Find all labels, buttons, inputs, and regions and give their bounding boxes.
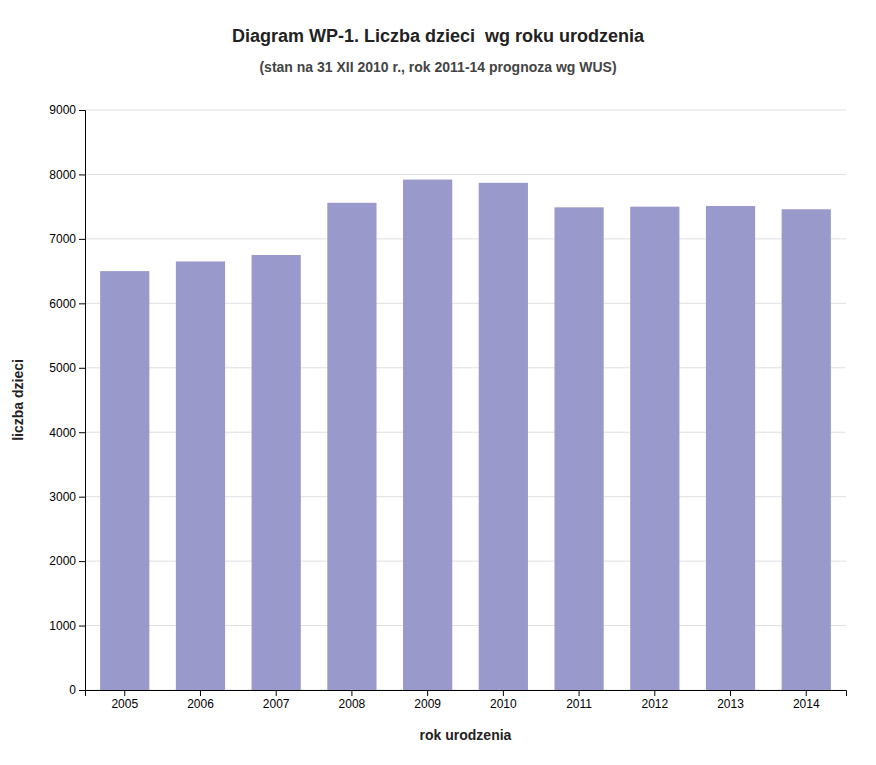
x-tick-mark (200, 690, 201, 696)
x-tick: 2006 (187, 690, 214, 711)
y-tick: 0 (69, 683, 85, 697)
y-axis: 0 1000 2000 3000 4000 5000 6000 7000 8000 9000 (49, 103, 85, 697)
bar (706, 206, 755, 690)
x-tick-label: 2008 (339, 697, 366, 711)
subtitle: (stan na 31 XII 2010 r., rok 2011-14 pro… (259, 59, 616, 75)
y-tick-mark (79, 303, 85, 304)
y-axis-line (79, 111, 86, 691)
bar (403, 180, 452, 690)
x-tick-label: 2007 (263, 697, 290, 711)
bar (479, 183, 528, 690)
x-axis: 2005 2006 2007 2008 2009 2010 2011 2012 2013 2014 (86, 690, 847, 711)
bar (630, 207, 679, 690)
x-tick: 2010 (490, 690, 517, 711)
title: Diagram WP-1. Liczba dzieci wg roku urod… (232, 26, 645, 46)
y-tick-label: 7000 (49, 232, 76, 246)
x-tick-label: 2010 (490, 697, 517, 711)
y-tick: 4000 (49, 426, 85, 440)
bar (176, 261, 225, 690)
bars (100, 180, 831, 690)
y-tick-label: 6000 (49, 297, 76, 311)
x-tick-mark (276, 690, 277, 696)
x-tick: 2014 (793, 690, 820, 711)
y-tick-mark (79, 497, 85, 498)
x-tick-mark (351, 690, 352, 696)
x-tick-mark (503, 690, 504, 696)
y-tick-label: 5000 (49, 361, 76, 375)
x-tick: 2011 (566, 690, 592, 711)
bar (554, 207, 603, 690)
x-tick-mark (579, 690, 580, 696)
x-tick: 2008 (339, 690, 366, 711)
x-tick-label: 2006 (187, 697, 214, 711)
y-tick-mark (79, 432, 85, 433)
grid (85, 110, 846, 690)
y-tick: 6000 (49, 297, 85, 311)
y-tick-mark (79, 690, 85, 691)
y-axis-label: liczba dzieci (10, 359, 26, 441)
x-tick: 2009 (414, 690, 441, 711)
y-tick-label: 3000 (49, 490, 76, 504)
y-tick: 1000 (49, 619, 85, 633)
y-tick-label: 4000 (49, 426, 76, 440)
y-tick-label: 1000 (49, 619, 76, 633)
y-tick-mark (79, 626, 85, 627)
x-tick-label: 2014 (793, 697, 820, 711)
x-tick: 2007 (263, 690, 290, 711)
y-tick: 7000 (49, 232, 85, 246)
y-tick: 2000 (49, 554, 85, 568)
y-tick: 9000 (49, 103, 85, 117)
bar (252, 255, 301, 690)
x-tick-label: 2005 (111, 697, 138, 711)
grid-line (85, 174, 846, 175)
y-tick: 5000 (49, 361, 85, 375)
y-tick-label: 0 (69, 683, 76, 697)
x-axis-label: rok urodzenia (420, 727, 512, 743)
x-tick: 2013 (717, 690, 744, 711)
x-tick: 2005 (111, 690, 138, 711)
x-tick-label: 2009 (414, 697, 441, 711)
x-tick: 2012 (641, 690, 668, 711)
x-tick-mark (806, 690, 807, 696)
y-tick-mark (79, 368, 85, 369)
x-tick-label: 2012 (641, 697, 668, 711)
y-tick-label: 2000 (49, 554, 76, 568)
y-tick-mark (79, 239, 85, 240)
y-tick-mark (79, 174, 85, 175)
x-axis-line (86, 691, 847, 697)
y-tick-label: 9000 (49, 103, 76, 117)
y-tick-mark (79, 110, 85, 111)
y-tick: 3000 (49, 490, 85, 504)
bar (327, 203, 376, 690)
x-tick-mark (124, 690, 125, 696)
y-tick-label: 8000 (49, 168, 76, 182)
x-tick-mark (427, 690, 428, 696)
y-tick: 8000 (49, 168, 85, 182)
plot-area: 2005 2006 2007 2008 2009 2010 2011 2012 2013 2014… (10, 103, 847, 743)
chart-svg: Diagram WP-1. Liczba dzieci wg roku urod… (0, 0, 876, 765)
grid-line (85, 110, 846, 111)
x-tick-label: 2013 (717, 697, 744, 711)
bar (782, 209, 831, 690)
x-tick-mark (730, 690, 731, 696)
x-tick-label: 2011 (566, 697, 592, 711)
chart-container: Diagram WP-1. Liczba dzieci wg roku urod… (0, 0, 876, 765)
y-tick-mark (79, 561, 85, 562)
x-tick-mark (654, 690, 655, 696)
bar (100, 271, 149, 690)
